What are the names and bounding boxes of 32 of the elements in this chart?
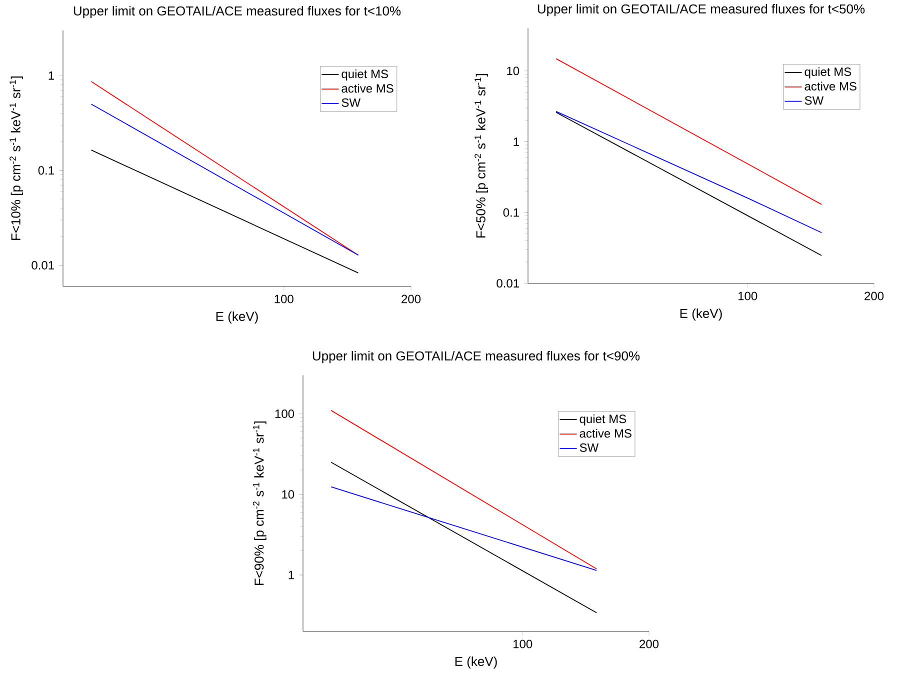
x-tick-label: 200 bbox=[640, 640, 659, 648]
y-tick-label: 0.1 bbox=[38, 166, 54, 175]
text: F<10% [p cm$^{-2}$ s$^{-1}$ keV$^{-1}$ sr$^{-1}$] bbox=[10, 76, 23, 240]
y-tick-label: 10 bbox=[282, 490, 294, 498]
x-axis-title: E (keV) bbox=[216, 311, 258, 324]
text: F<50% [p cm$^{-2}$ s$^{-1}$ keV$^{-1}$ sr$^{-1}$] bbox=[474, 74, 488, 238]
x-axis-title: E (keV) bbox=[680, 308, 722, 320]
chart-title: Upper limit on GEOTAIL/ACE measured fluxes for t<10% bbox=[74, 6, 401, 18]
y-tick-label: 0.01 bbox=[32, 260, 54, 270]
y-tick-label: 0.01 bbox=[496, 278, 519, 288]
chart-title: Upper limit on GEOTAIL/ACE measured fluxes for t<90% bbox=[312, 350, 640, 363]
legend-label: quiet MS bbox=[342, 69, 388, 80]
legend-label: SW bbox=[342, 98, 360, 107]
text: F<90% [p cm$^{-2}$ s$^{-1}$ keV$^{-1}$ sr$^{-1}$] bbox=[252, 421, 266, 585]
y-tick-label: 0.1 bbox=[503, 208, 519, 217]
legend-label: active MS bbox=[580, 428, 632, 438]
y-tick-label: 100 bbox=[275, 409, 294, 418]
x-tick-label: 100 bbox=[738, 292, 758, 300]
legend-label: quiet MS bbox=[580, 414, 626, 426]
legend-label: SW bbox=[804, 96, 824, 105]
x-axis-title: E (keV) bbox=[455, 656, 497, 668]
y-tick-label: 1 bbox=[288, 570, 294, 579]
legend-label: active MS bbox=[804, 82, 856, 90]
legend-label: SW bbox=[580, 443, 599, 452]
legend-label: active MS bbox=[342, 84, 394, 92]
y-tick-label: 1 bbox=[48, 71, 54, 80]
x-tick-label: 200 bbox=[402, 294, 421, 304]
x-tick-label: 200 bbox=[864, 292, 884, 300]
chart-title: Upper limit on GEOTAIL/ACE measured fluxes for t<50% bbox=[538, 4, 865, 16]
y-tick-label: 10 bbox=[507, 66, 520, 76]
legend-label: quiet MS bbox=[804, 67, 852, 78]
y-tick-label: 1 bbox=[514, 137, 519, 146]
